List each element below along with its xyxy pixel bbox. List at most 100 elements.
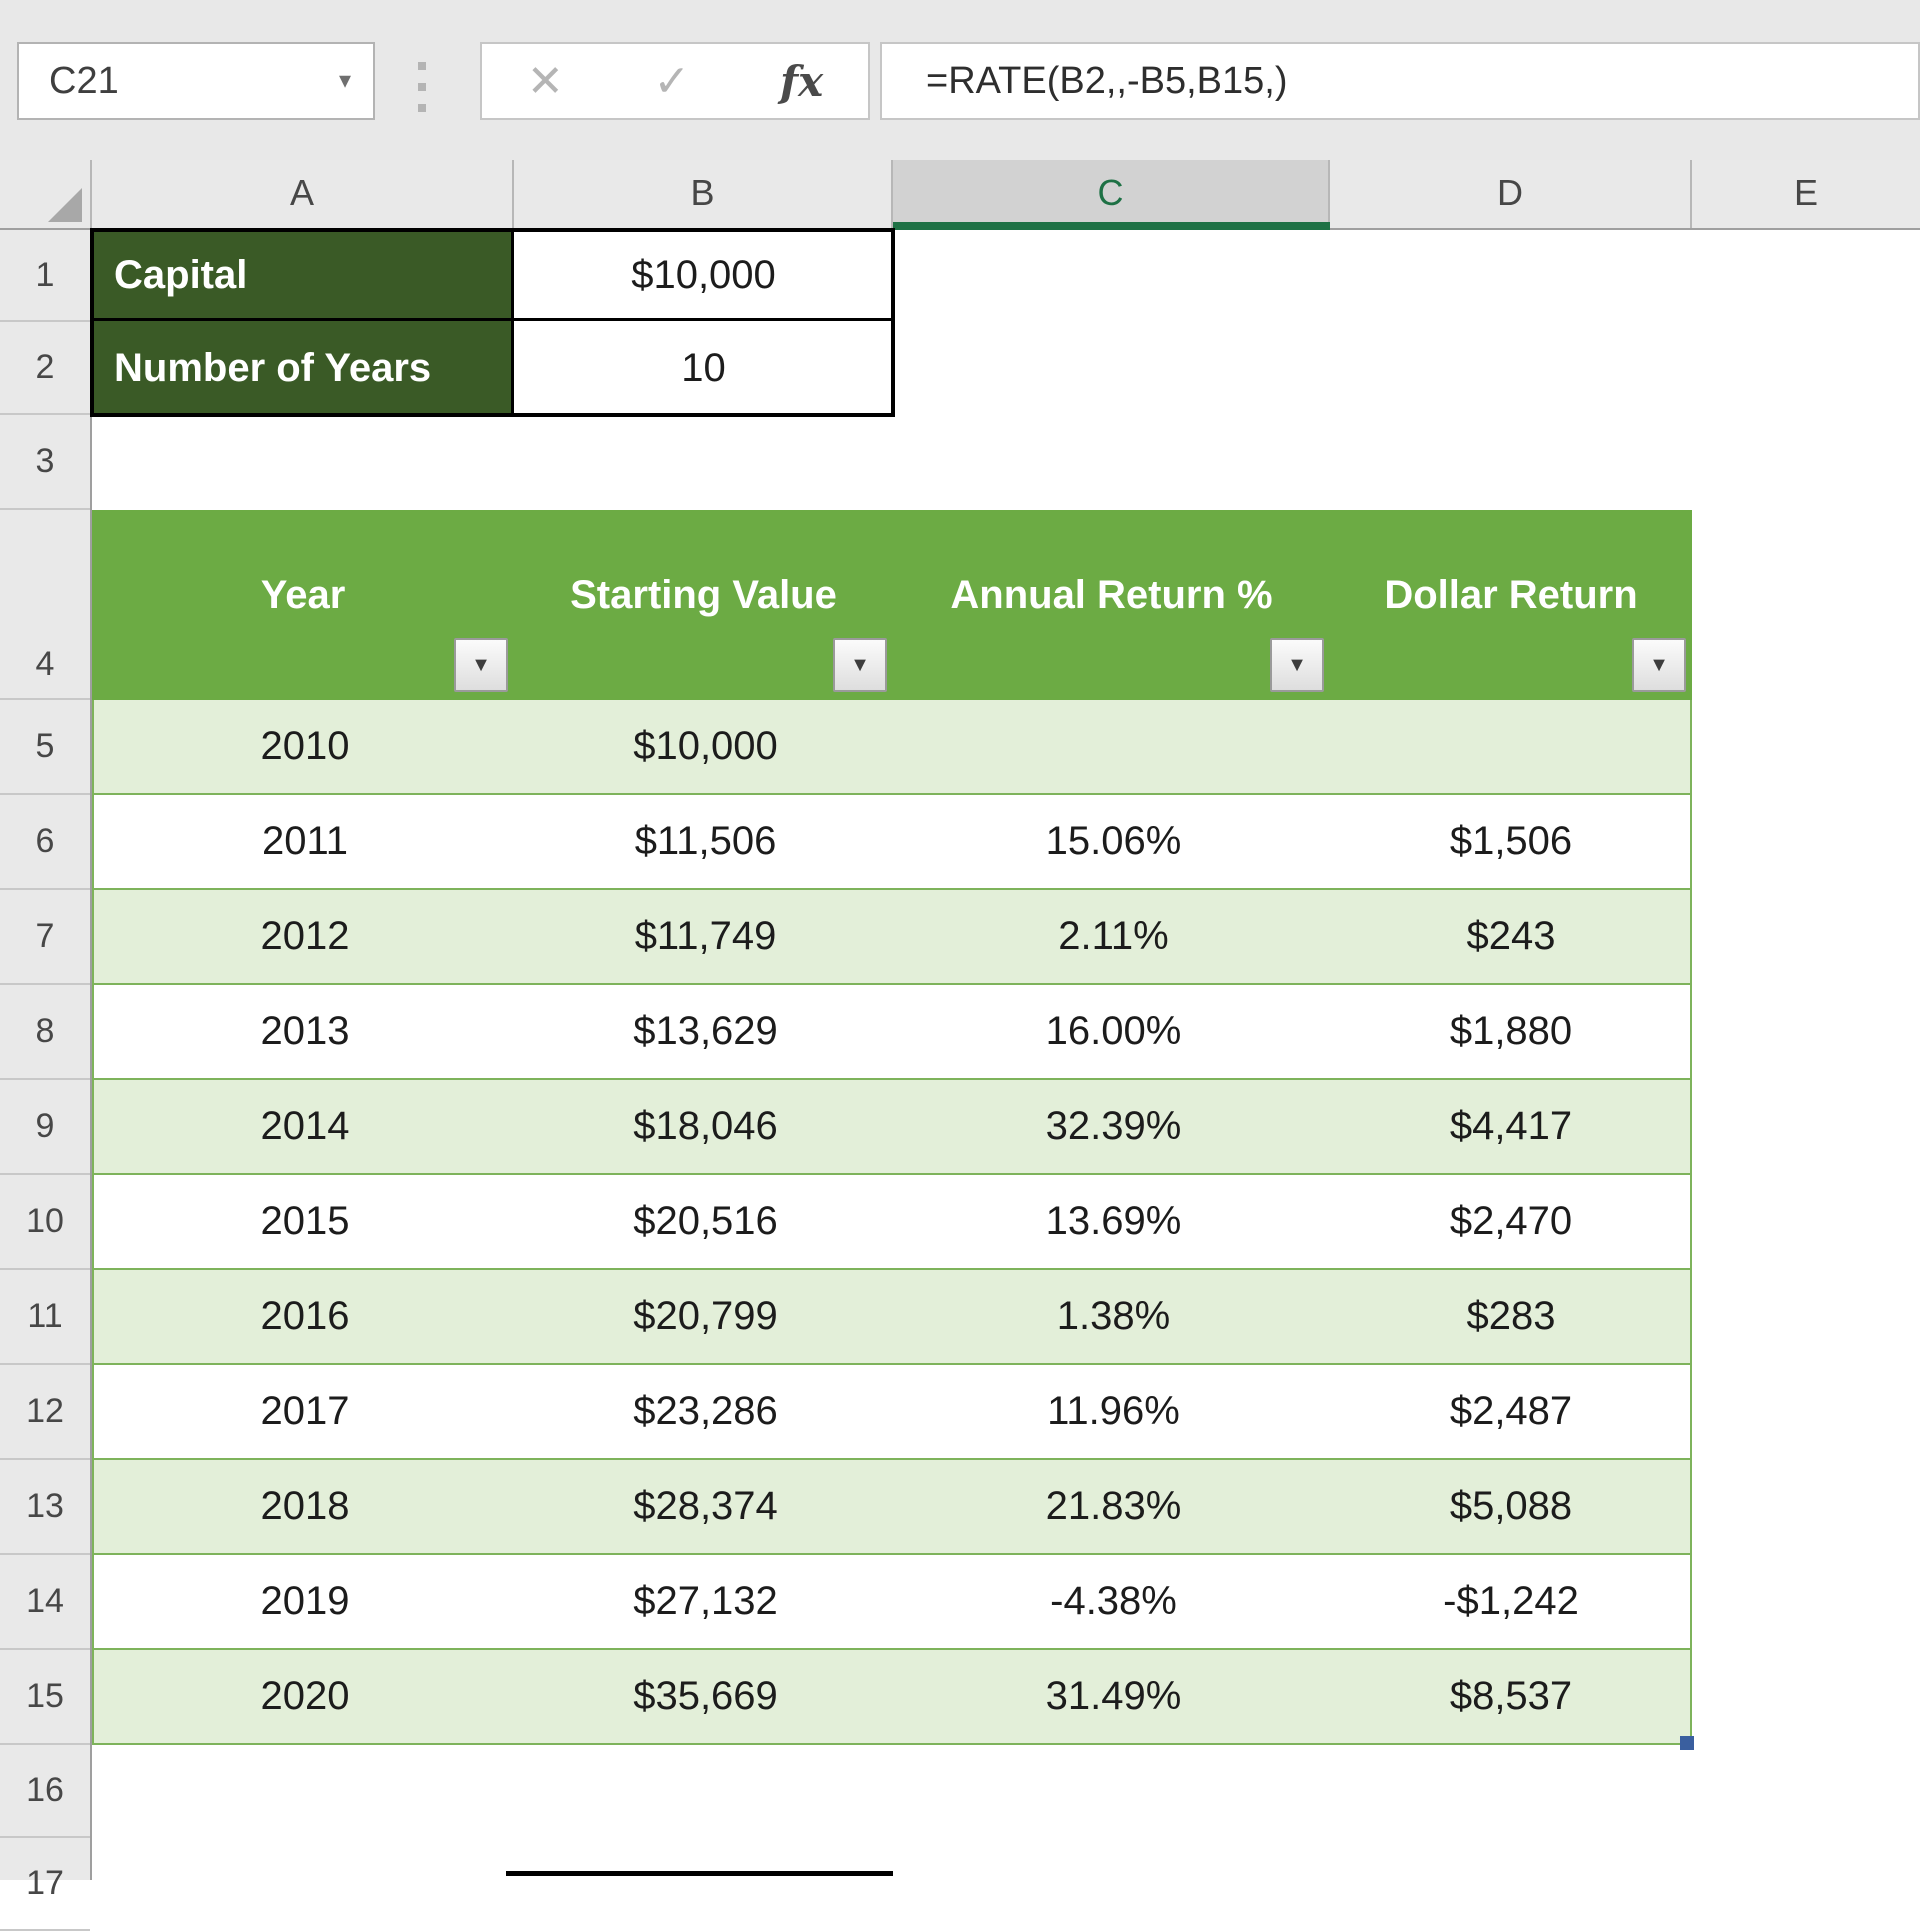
cell-dollar-return[interactable]: $1,506 [1449, 819, 1573, 863]
cell-starting-value[interactable]: $11,506 [634, 819, 777, 863]
select-all-button[interactable] [0, 160, 92, 228]
cell-year[interactable]: 2018 [260, 1484, 350, 1528]
cell-year[interactable]: 2014 [260, 1104, 350, 1148]
cell-starting-value[interactable]: $35,669 [633, 1674, 778, 1718]
cell-dollar-return[interactable]: $4,417 [1449, 1104, 1573, 1148]
cell-annual-return[interactable]: 31.49% [1045, 1674, 1182, 1718]
row-header-12[interactable]: 12 [0, 1365, 90, 1460]
cell-annual-return[interactable]: 21.83% [1045, 1484, 1182, 1528]
column-header-e[interactable]: E [1793, 172, 1818, 213]
cell-dollar-return[interactable]: $1,880 [1449, 1009, 1573, 1053]
table-row-2010: 2010 $10,000 [94, 700, 1690, 795]
table-row-2012: 2012 $11,749 2.11% $243 [94, 890, 1690, 985]
cell-annual-return[interactable]: 13.69% [1045, 1199, 1182, 1243]
cell-b2-years-value[interactable]: 10 [681, 346, 726, 390]
row-header-7[interactable]: 7 [0, 890, 90, 985]
cell-annual-return[interactable]: 2.11% [1058, 914, 1169, 958]
row-header-4[interactable]: 4 [0, 510, 90, 700]
formula-bar-drag-handle-icon[interactable] [418, 62, 428, 112]
cell-year[interactable]: 2020 [260, 1674, 350, 1718]
cell-dollar-return[interactable]: $5,088 [1449, 1484, 1573, 1528]
table-resize-handle[interactable] [1680, 1736, 1694, 1750]
cell-annual-return[interactable]: 11.96% [1047, 1389, 1180, 1433]
column-header-c[interactable]: C [893, 160, 1330, 228]
cell-year[interactable]: 2016 [260, 1294, 350, 1338]
filter-button-annual-return[interactable]: ▼ [1270, 638, 1324, 692]
row-header-14[interactable]: 14 [0, 1555, 90, 1650]
cell-a1-capital[interactable]: Capital [114, 253, 248, 297]
row-header-10[interactable]: 10 [0, 1175, 90, 1270]
row-header-15[interactable]: 15 [0, 1650, 90, 1745]
cell-year[interactable]: 2013 [260, 1009, 350, 1053]
cell-starting-value[interactable]: $28,374 [633, 1484, 778, 1528]
cell-dollar-return[interactable]: $2,470 [1449, 1199, 1573, 1243]
cell-dollar-return[interactable]: -$1,242 [1443, 1579, 1579, 1623]
cell-starting-value[interactable]: $20,516 [633, 1199, 778, 1243]
name-box[interactable]: C21 ▾ [17, 42, 375, 120]
cell-dollar-return[interactable]: $243 [1466, 914, 1556, 958]
row-header-1[interactable]: 1 [0, 230, 90, 322]
row-header-5[interactable]: 5 [0, 700, 90, 795]
cell-annual-return[interactable] [895, 700, 1332, 793]
cancel-icon[interactable]: ✕ [526, 56, 564, 106]
insert-function-icon[interactable]: fx [780, 56, 824, 106]
row-header-3[interactable]: 3 [0, 415, 90, 510]
cell-starting-value[interactable]: $20,799 [633, 1294, 778, 1338]
filter-dropdown-icon: ▼ [1287, 653, 1307, 676]
row-header-17[interactable]: 17 [0, 1838, 90, 1931]
formula-bar[interactable]: =RATE(B2,,-B5,B15,) [880, 42, 1920, 120]
table-header-dollar-return[interactable]: Dollar Return [1384, 573, 1638, 617]
cell-dollar-return[interactable]: $8,537 [1449, 1674, 1573, 1718]
column-header-row: A B C D E [0, 160, 1920, 230]
row-header-6[interactable]: 6 [0, 795, 90, 890]
row-header-8[interactable]: 8 [0, 985, 90, 1080]
cell-dollar-return[interactable] [1332, 700, 1690, 793]
filter-dropdown-icon: ▼ [850, 653, 870, 676]
cell-a2-number-of-years[interactable]: Number of Years [114, 346, 432, 390]
filter-dropdown-icon: ▼ [1649, 653, 1669, 676]
cell-starting-value[interactable]: $18,046 [633, 1104, 778, 1148]
table-header-annual-return[interactable]: Annual Return % [950, 573, 1273, 617]
row-header-13[interactable]: 13 [0, 1460, 90, 1555]
cell-b1-capital-value[interactable]: $10,000 [631, 253, 776, 297]
lower-cell-border [506, 1871, 893, 1876]
name-box-cell-ref: C21 [49, 60, 119, 102]
cell-year[interactable]: 2015 [260, 1199, 350, 1243]
cell-dollar-return[interactable]: $283 [1466, 1294, 1556, 1338]
enter-icon[interactable]: ✓ [653, 56, 691, 106]
row-header-11[interactable]: 11 [0, 1270, 90, 1365]
row-header-16[interactable]: 16 [0, 1745, 90, 1838]
cell-annual-return[interactable]: -4.38% [1050, 1579, 1177, 1623]
cell-annual-return[interactable]: 15.06% [1045, 819, 1182, 863]
filter-button-dollar-return[interactable]: ▼ [1632, 638, 1686, 692]
row-header-2[interactable]: 2 [0, 322, 90, 415]
cell-annual-return[interactable]: 1.38% [1056, 1294, 1171, 1338]
table-row-2014: 2014 $18,046 32.39% $4,417 [94, 1080, 1690, 1175]
cell-starting-value[interactable]: $23,286 [633, 1389, 778, 1433]
row-header-9[interactable]: 9 [0, 1080, 90, 1175]
cell-dollar-return[interactable]: $2,487 [1449, 1389, 1573, 1433]
cell-annual-return[interactable]: 16.00% [1045, 1009, 1182, 1053]
cell-year[interactable]: 2012 [260, 914, 350, 958]
cell-year[interactable]: 2011 [261, 819, 348, 863]
filter-button-year[interactable]: ▼ [454, 638, 508, 692]
cell-starting-value[interactable]: $27,132 [633, 1579, 778, 1623]
cell-annual-return[interactable]: 32.39% [1045, 1104, 1182, 1148]
column-header-d[interactable]: D [1330, 160, 1692, 228]
column-header-b[interactable]: B [514, 160, 893, 228]
cell-starting-value[interactable]: $11,749 [634, 914, 777, 958]
table-row-2018: 2018 $28,374 21.83% $5,088 [94, 1460, 1690, 1555]
table-header-starting-value[interactable]: Starting Value [570, 573, 837, 617]
table-header-year[interactable]: Year [260, 573, 346, 617]
filter-button-starting-value[interactable]: ▼ [833, 638, 887, 692]
cell-starting-value[interactable]: $13,629 [633, 1009, 778, 1053]
cell-year[interactable]: 2019 [260, 1579, 350, 1623]
selected-column-underline [893, 222, 1330, 230]
column-header-a[interactable]: A [92, 160, 514, 228]
name-box-dropdown-icon[interactable]: ▾ [338, 67, 351, 94]
table-header-row: Year Starting Value Annual Return % Doll… [92, 510, 1692, 700]
cell-year[interactable]: 2010 [260, 724, 350, 768]
cell-year[interactable]: 2017 [260, 1389, 350, 1433]
cell-starting-value[interactable]: $10,000 [633, 724, 778, 768]
value-cells-background [514, 230, 893, 415]
